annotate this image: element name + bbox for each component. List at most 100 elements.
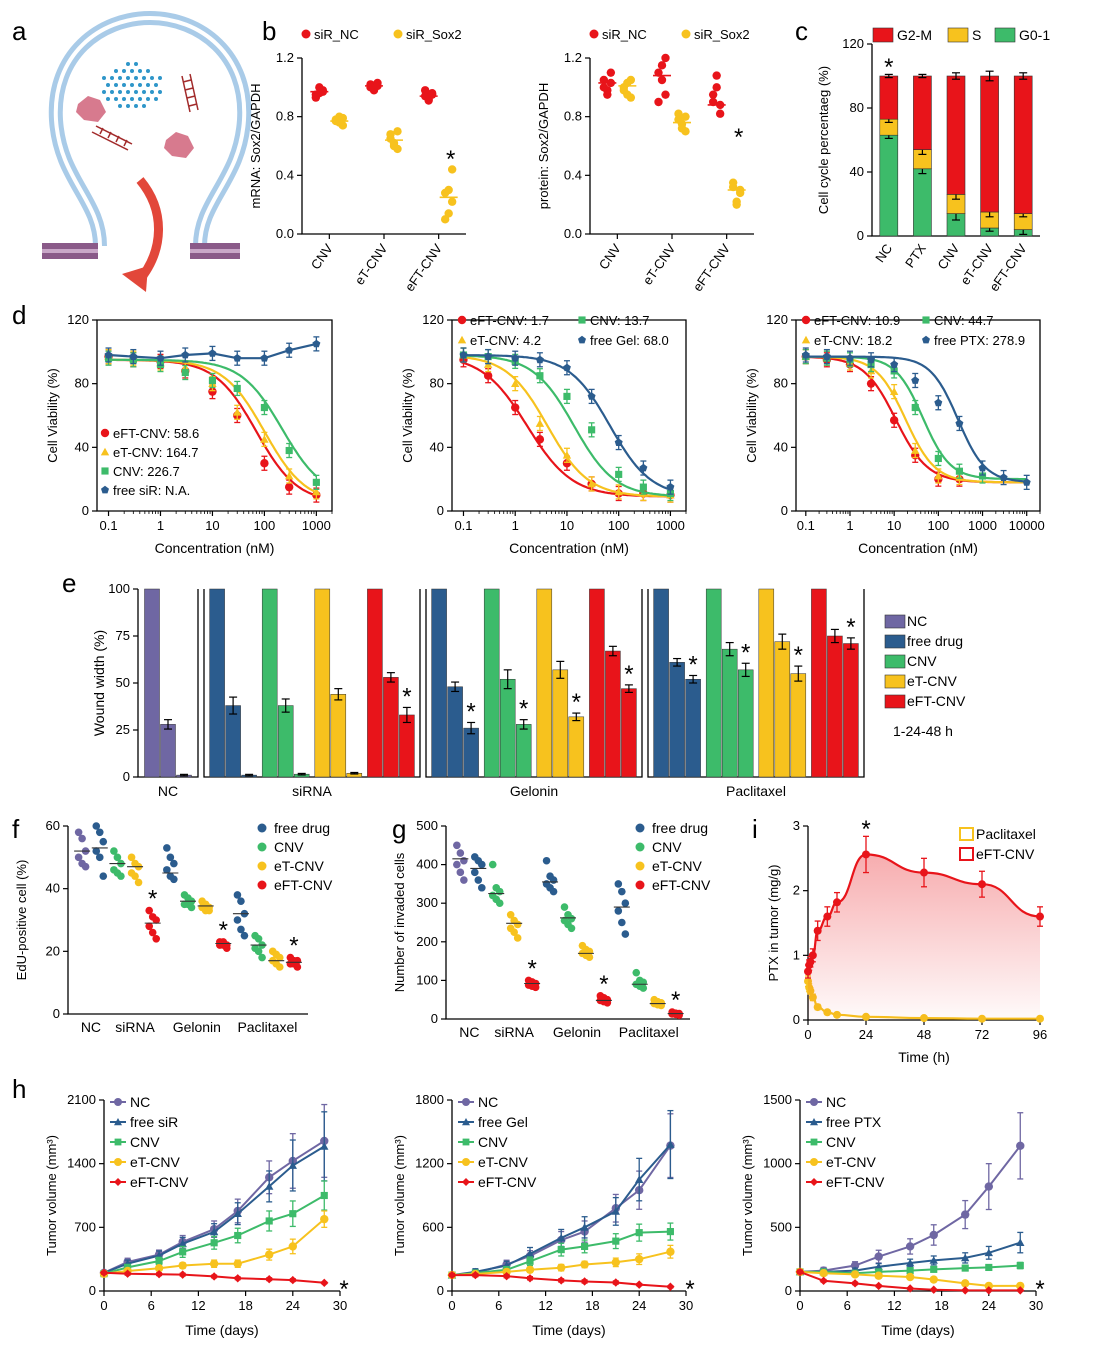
data-point (813, 926, 822, 935)
legend-label: free siR: N.A. (113, 483, 190, 498)
significance-star: * (219, 917, 228, 944)
data-point (681, 112, 690, 121)
y-tick-label: 300 (416, 895, 438, 910)
y-axis-label: Cell cycle percentaeg (%) (816, 66, 831, 214)
drug-dot (102, 76, 106, 80)
data-point (483, 371, 493, 380)
data-point (920, 868, 928, 877)
protein-blob-1 (76, 96, 106, 122)
x-tick-label: 24 (859, 1027, 873, 1042)
group-label: siRNA (292, 783, 332, 799)
data-point (285, 446, 293, 455)
significance-star: * (624, 661, 633, 688)
legend-label: S (972, 27, 981, 43)
group-label: NC (81, 1019, 101, 1035)
y-tick-label: 0 (793, 1012, 800, 1027)
data-point (618, 887, 626, 896)
bar (685, 678, 701, 778)
data-point (288, 1161, 297, 1169)
y-tick-label: 120 (422, 312, 444, 327)
y-tick-label: 25 (116, 722, 130, 737)
data-point (258, 953, 266, 962)
x-axis-label: Concentration (nM) (858, 540, 978, 556)
data-point (874, 1262, 883, 1271)
data-point (233, 384, 241, 393)
data-point (237, 925, 245, 934)
y-tick-label: 20 (46, 943, 60, 958)
y-tick-label: 0 (781, 503, 788, 518)
drug-dot (150, 76, 154, 80)
data-point (984, 1248, 993, 1257)
x-tick-label: 48 (917, 1027, 931, 1042)
significance-star: * (466, 698, 475, 725)
data-point (233, 1259, 242, 1268)
data-point (906, 1267, 914, 1275)
data-point (614, 880, 623, 888)
drug-dot (122, 83, 126, 87)
data-point (260, 354, 269, 362)
drug-dot (122, 69, 126, 73)
bar (367, 588, 383, 778)
data-point (312, 339, 321, 348)
legend-marker (462, 1158, 470, 1166)
legend-label: CNV (478, 1134, 508, 1150)
x-tick-label: eT-CNV (640, 241, 679, 288)
data-point (502, 1271, 511, 1281)
group-label: NC (459, 1024, 479, 1040)
bar (209, 588, 225, 778)
bar (463, 727, 479, 778)
data-point (386, 130, 395, 139)
data-point (735, 188, 745, 198)
y-tick-label: 3 (793, 818, 800, 833)
x-tick-label: 6 (148, 1298, 155, 1313)
y-axis-label: Number of invaded cells (392, 852, 407, 992)
data-point (117, 872, 125, 880)
y-tick-label: 0 (431, 1011, 438, 1026)
panel-letter-d: d (12, 300, 26, 330)
chart-h1: 0 700 1400 2100 0 6 12 18 24 30 Time (days) Tumor v… (44, 1092, 349, 1338)
bar (515, 724, 532, 778)
bar (144, 588, 160, 778)
data-point (874, 1281, 883, 1291)
significance-star: * (688, 651, 697, 678)
legend-swatch (884, 614, 906, 629)
data-point (732, 200, 741, 209)
drug-dot (126, 90, 130, 94)
data-point (511, 379, 520, 388)
y-tick-label: 0.4 (276, 167, 294, 182)
drug-dot (134, 104, 138, 108)
x-tick-label: 24 (982, 1298, 996, 1313)
data-point (210, 1239, 218, 1247)
data-point (531, 983, 540, 992)
data-point (92, 847, 101, 855)
drug-dot (106, 83, 110, 87)
legend-label: eT-CNV: 4.2 (470, 333, 541, 348)
legend-label: eT-CNV: 18.2 (814, 333, 892, 348)
x-tick-label: 100 (608, 518, 630, 533)
drug-dot (142, 104, 146, 108)
significance-star: * (794, 642, 803, 669)
data-point (320, 1214, 329, 1224)
significance-star: * (846, 614, 855, 641)
data-point (635, 1229, 643, 1237)
drug-dot (130, 97, 134, 101)
legend-label: free drug (907, 633, 963, 649)
y-tick-label: 0 (82, 503, 89, 518)
data-point (635, 1280, 644, 1289)
data-point (513, 934, 522, 942)
data-point (666, 1228, 674, 1236)
bar (447, 686, 463, 778)
group-label: NC (158, 783, 178, 799)
data-point (580, 1223, 589, 1231)
data-point (581, 1242, 589, 1251)
legend-label: CNV: 226.7 (113, 464, 180, 479)
drug-dot (142, 76, 146, 80)
x-tick-label: PTX (902, 241, 929, 271)
drug-dot (130, 83, 134, 87)
data-point (393, 144, 402, 154)
legend-label: CNV: 44.7 (934, 313, 994, 328)
data-point (823, 912, 832, 921)
data-point (209, 1259, 219, 1268)
legend-label: eT-CNV: 164.7 (113, 445, 199, 460)
